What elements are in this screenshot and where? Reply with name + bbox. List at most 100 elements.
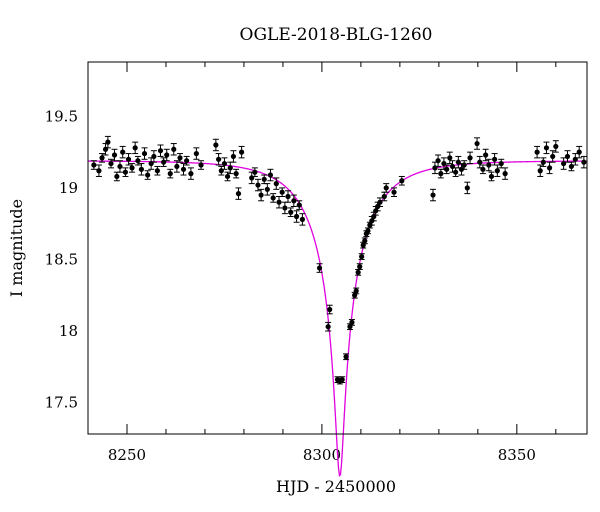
data-marker: [177, 155, 183, 161]
data-marker: [252, 169, 258, 175]
data-point: [108, 158, 115, 169]
data-marker: [224, 173, 231, 180]
data-point: [138, 163, 145, 176]
data-point: [281, 201, 288, 215]
data-point: [170, 143, 177, 156]
data-marker: [120, 149, 126, 155]
axis-ticks: [87, 62, 557, 434]
data-point: [498, 158, 505, 169]
data-marker: [498, 160, 504, 167]
data-point: [261, 174, 268, 185]
data-point: [464, 181, 471, 195]
data-marker: [122, 169, 129, 175]
data-point: [391, 187, 398, 197]
data-point: [193, 147, 200, 160]
data-marker: [488, 173, 495, 180]
data-marker: [492, 156, 498, 162]
data-marker: [362, 238, 368, 244]
data-point: [452, 167, 459, 177]
data-marker: [261, 176, 267, 182]
data-marker: [581, 159, 587, 165]
data-marker: [296, 202, 302, 208]
data-point: [251, 167, 258, 177]
data-point: [540, 157, 547, 167]
data-marker: [157, 148, 164, 154]
data-point: [568, 161, 575, 172]
data-marker: [215, 156, 222, 162]
data-point: [141, 147, 148, 160]
plot-frame: [87, 61, 588, 435]
data-marker: [353, 288, 359, 294]
data-marker: [453, 169, 459, 175]
data-point: [129, 163, 136, 173]
data-marker: [576, 149, 582, 155]
y-axis-label: I magnitude: [7, 199, 26, 297]
data-marker: [174, 163, 180, 170]
chart-title: OGLE-2018-BLG-1260: [240, 25, 433, 45]
data-point: [258, 188, 265, 202]
data-marker: [108, 160, 114, 167]
data-marker: [151, 153, 157, 160]
data-marker: [164, 152, 170, 158]
data-marker: [480, 166, 486, 172]
data-marker: [467, 155, 473, 161]
data-point: [212, 138, 219, 152]
x-tick-label: 8250: [108, 446, 146, 464]
data-point: [482, 148, 489, 162]
data-point: [111, 148, 118, 162]
data-marker: [299, 216, 306, 222]
data-point: [167, 168, 174, 179]
y-tick-label: 17.5: [45, 394, 78, 412]
data-marker: [474, 140, 480, 147]
data-point: [273, 177, 280, 190]
data-marker: [339, 377, 345, 383]
data-marker: [447, 155, 453, 161]
data-marker: [154, 168, 160, 174]
data-marker: [96, 168, 102, 174]
data-marker: [293, 213, 300, 220]
data-marker: [270, 195, 276, 201]
tick-labels: 8250 8300 8350 17.5 18 18.5 19 19.5: [45, 107, 536, 464]
data-marker: [230, 153, 237, 160]
data-marker: [99, 155, 105, 161]
data-marker: [486, 162, 492, 168]
data-marker: [502, 171, 508, 177]
data-point: [576, 145, 583, 159]
data-point: [326, 304, 333, 315]
data-point: [437, 168, 444, 179]
data-marker: [550, 153, 556, 160]
data-marker: [477, 159, 483, 165]
model-curve-layer: [87, 160, 587, 477]
data-marker: [461, 162, 467, 168]
data-marker: [171, 146, 177, 152]
data-point: [443, 164, 450, 175]
data-marker: [435, 158, 441, 164]
data-point: [479, 164, 486, 175]
data-marker: [276, 199, 282, 205]
data-marker: [233, 171, 239, 177]
data-point: [99, 153, 106, 163]
data-marker: [383, 185, 389, 191]
data-marker: [129, 165, 135, 171]
data-marker: [125, 156, 132, 162]
data-point: [148, 157, 155, 170]
data-point: [491, 153, 498, 166]
data-point: [455, 155, 462, 169]
data-marker: [188, 171, 194, 177]
data-marker: [238, 149, 245, 155]
data-marker: [564, 153, 571, 160]
y-tick-label: 18.5: [45, 250, 78, 268]
data-marker: [381, 193, 387, 200]
data-point: [233, 168, 240, 179]
data-point: [474, 137, 481, 150]
data-marker: [198, 162, 204, 168]
data-point: [564, 150, 571, 163]
data-point: [476, 155, 483, 169]
data-marker: [135, 158, 141, 164]
data-point: [116, 160, 123, 173]
data-point: [339, 376, 346, 383]
data-marker: [180, 166, 187, 172]
data-marker: [391, 189, 397, 195]
data-marker: [141, 150, 148, 157]
